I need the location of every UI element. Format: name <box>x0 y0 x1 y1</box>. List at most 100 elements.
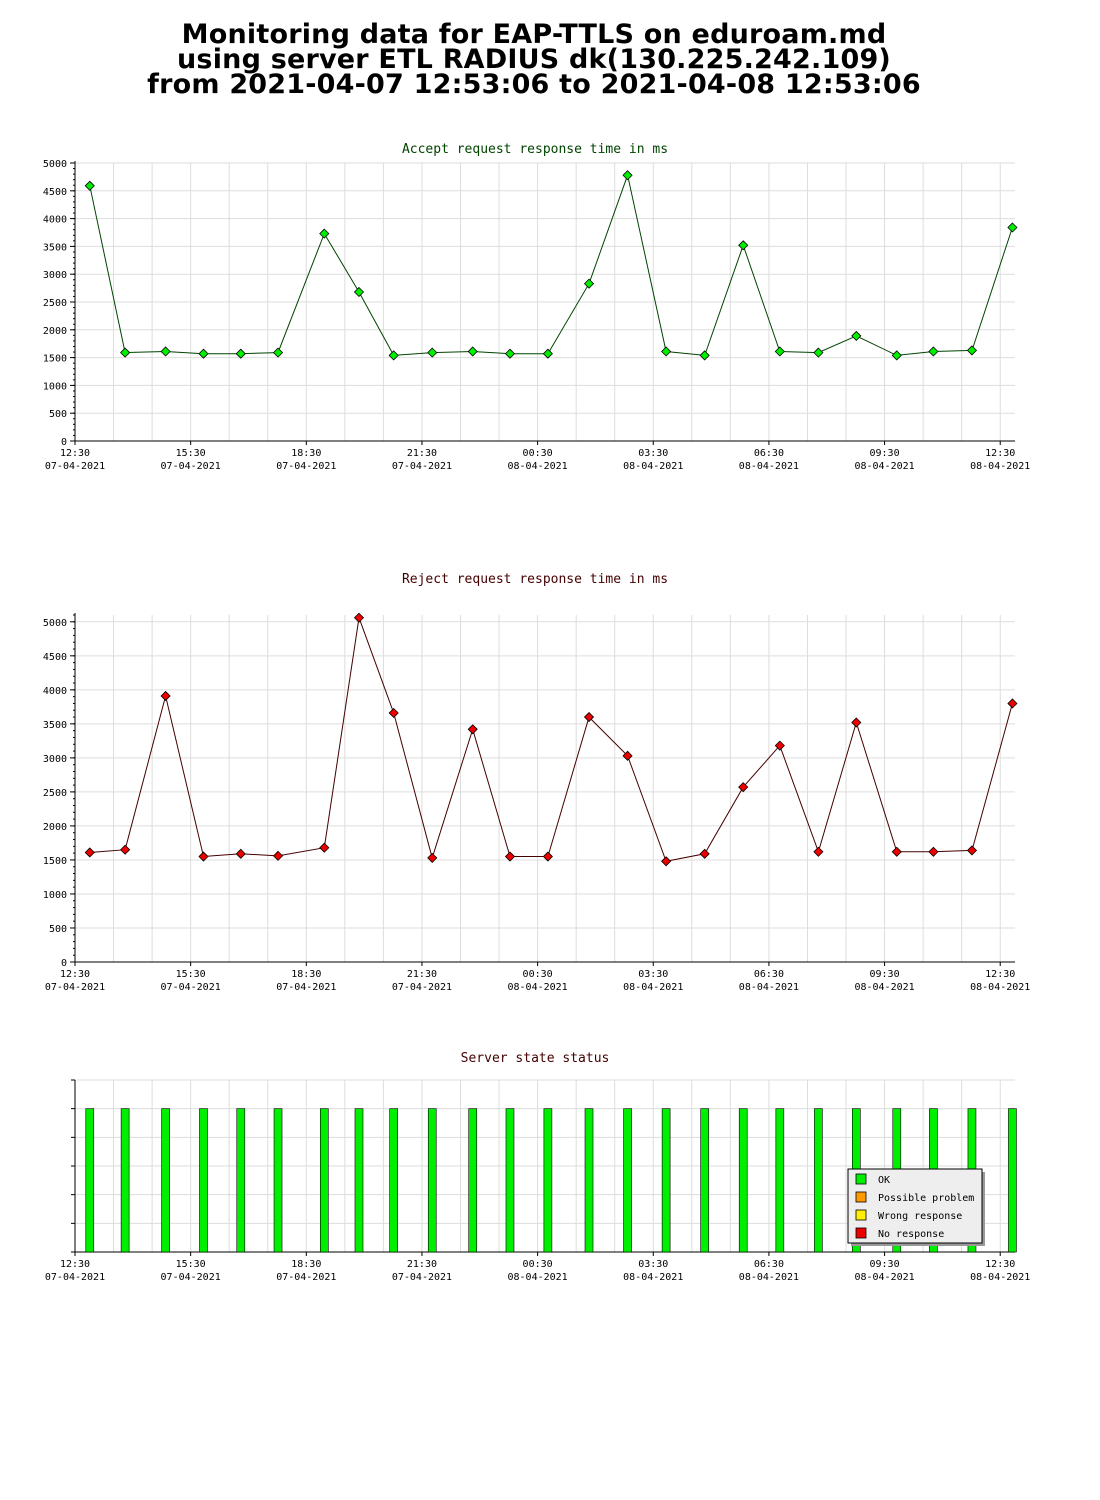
data-point <box>272 347 284 358</box>
data-point <box>851 717 862 728</box>
x-tick-label-date: 08-04-2021 <box>970 1272 1030 1283</box>
y-tick-label: 2500 <box>43 788 67 799</box>
y-tick-label: 500 <box>49 409 67 420</box>
x-tick-label-time: 15:30 <box>176 1259 206 1270</box>
x-tick-label-time: 12:30 <box>60 1259 90 1270</box>
chart-2: Reject request response time in ms 12:30 0… <box>43 572 1030 993</box>
chart-3: Server state status 12:30 07-04-2021 15:30 0… <box>45 1051 1030 1283</box>
y-tick-label: 1500 <box>43 354 67 365</box>
data-point <box>622 750 633 761</box>
x-tick-label-date: 08-04-2021 <box>623 461 683 472</box>
data-point <box>774 346 785 357</box>
status-bar <box>389 1108 398 1253</box>
x-tick-label-time: 21:30 <box>407 969 437 980</box>
x-tick-label-time: 12:30 <box>60 448 90 459</box>
chart-title: Reject request response time in ms <box>402 572 668 587</box>
title-line-2: using server ETL RADIUS dk(130.225.242.1… <box>177 44 891 75</box>
y-tick-label: 2000 <box>43 822 67 833</box>
x-tick-label-time: 21:30 <box>407 448 437 459</box>
x-tick-label-date: 08-04-2021 <box>739 1272 799 1283</box>
status-bar <box>1008 1108 1017 1253</box>
legend-swatch <box>855 1227 867 1239</box>
data-point <box>928 846 939 857</box>
x-tick-label-time: 06:30 <box>754 1259 784 1270</box>
y-tick-label: 3000 <box>43 754 67 765</box>
data-point <box>120 347 131 358</box>
y-tick-label: 0 <box>61 437 67 448</box>
x-tick-label-date: 08-04-2021 <box>854 1272 914 1283</box>
status-bar <box>700 1108 709 1253</box>
status-bar <box>161 1108 170 1253</box>
y-tick-label: 3500 <box>43 242 67 253</box>
x-tick-label-time: 18:30 <box>291 969 321 980</box>
data-point <box>467 346 478 357</box>
x-tick-label-date: 07-04-2021 <box>276 982 336 993</box>
x-tick-label-time: 15:30 <box>176 969 206 980</box>
title-line-1: Monitoring data for EAP-TTLS on eduroam.… <box>181 19 887 50</box>
x-tick-label-date: 07-04-2021 <box>276 461 336 472</box>
data-point <box>699 848 710 859</box>
y-tick-label: 5000 <box>43 618 67 629</box>
legend-label: Wrong response <box>878 1211 962 1222</box>
legend-label: No response <box>878 1229 944 1240</box>
data-point <box>966 845 978 856</box>
y-tick-label: 2500 <box>43 298 67 309</box>
legend-swatch <box>855 1209 867 1221</box>
data-point <box>891 350 902 361</box>
data-point <box>272 850 284 861</box>
data-point <box>966 345 978 356</box>
data-point <box>235 848 246 859</box>
data-point <box>851 330 862 341</box>
x-tick-label-date: 07-04-2021 <box>392 1272 452 1283</box>
data-point <box>661 346 672 357</box>
status-bar <box>505 1108 515 1253</box>
legend-label: OK <box>878 1175 890 1186</box>
page-title: Monitoring data for EAP-TTLS on eduroam.… <box>0 19 1068 98</box>
status-bar <box>775 1108 785 1253</box>
x-tick-label-date: 08-04-2021 <box>739 461 799 472</box>
status-bar <box>468 1108 478 1253</box>
x-tick-label-date: 08-04-2021 <box>970 461 1030 472</box>
series-line <box>89 173 1013 356</box>
data-point <box>622 170 633 181</box>
y-tick-label: 4500 <box>43 652 67 663</box>
x-tick-label-date: 07-04-2021 <box>45 1272 105 1283</box>
y-tick-label: 1500 <box>43 856 67 867</box>
data-point <box>160 690 171 702</box>
x-tick-label-time: 03:30 <box>638 448 668 459</box>
x-tick-label-time: 12:30 <box>985 1259 1015 1270</box>
y-tick-label: 3000 <box>43 270 67 281</box>
data-point <box>84 847 95 858</box>
legend: OK Possible problem Wrong response No respo… <box>847 1168 985 1246</box>
data-point <box>84 180 95 191</box>
data-point <box>661 856 672 867</box>
data-point <box>353 286 365 298</box>
data-point <box>388 350 399 361</box>
data-point <box>120 844 131 855</box>
x-tick-label-time: 03:30 <box>638 1259 668 1270</box>
y-tick-label: 5000 <box>43 159 67 170</box>
chart-1: Accept request response time in ms12:300… <box>43 142 1030 472</box>
status-bar <box>427 1108 437 1253</box>
x-tick-label-time: 09:30 <box>870 969 900 980</box>
status-bar <box>738 1108 748 1253</box>
legend-box <box>847 1168 983 1244</box>
x-tick-label-date: 07-04-2021 <box>45 461 105 472</box>
status-bar <box>120 1108 130 1253</box>
x-tick-label-date: 08-04-2021 <box>508 1272 568 1283</box>
data-point <box>583 711 595 723</box>
status-bar <box>814 1108 823 1253</box>
x-tick-label-date: 07-04-2021 <box>45 982 105 993</box>
x-tick-label-time: 12:30 <box>60 969 90 980</box>
x-tick-label-time: 09:30 <box>870 448 900 459</box>
legend-label: Possible problem <box>878 1193 974 1204</box>
status-bar <box>623 1108 632 1253</box>
data-point <box>813 846 824 857</box>
data-point <box>738 782 749 793</box>
x-tick-label-date: 08-04-2021 <box>970 982 1030 993</box>
y-tick-label: 500 <box>49 924 67 935</box>
legend-swatch <box>855 1191 867 1203</box>
data-point <box>699 350 710 361</box>
data-point <box>198 348 209 359</box>
